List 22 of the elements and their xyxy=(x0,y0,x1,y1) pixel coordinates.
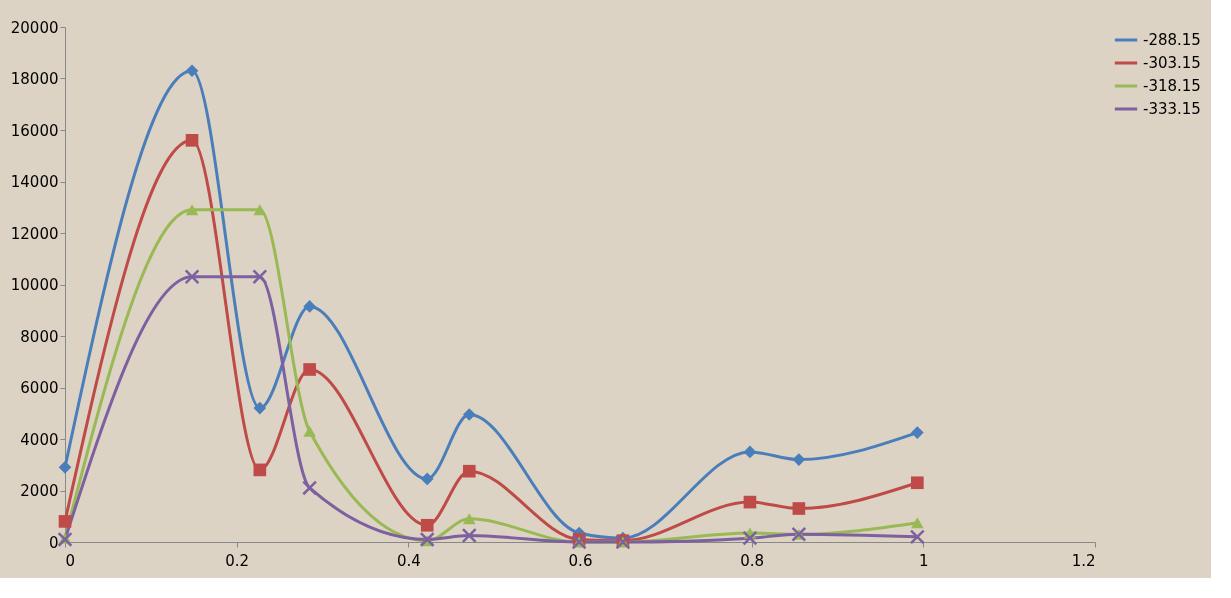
y-tick-label: 8000 xyxy=(20,327,59,346)
legend-label: -288.15 xyxy=(1143,31,1201,49)
y-tick-label: 0 xyxy=(48,533,59,552)
x-tick-label: 0.8 xyxy=(740,551,765,570)
y-tick-label: 6000 xyxy=(20,379,59,397)
y-tick-label: 4000 xyxy=(20,430,59,449)
x-tick-label: 0.4 xyxy=(396,551,421,570)
y-tick-label: 2000 xyxy=(20,482,59,500)
x-tick-label: 1.2 xyxy=(1071,551,1096,570)
y-tick-label: 20000 xyxy=(10,18,59,37)
x-tick-label: 1 xyxy=(919,551,929,570)
x-tick-label: 0.6 xyxy=(568,551,593,570)
x-tick-label: 0 xyxy=(65,551,76,570)
x-tick-label: 0.2 xyxy=(225,551,250,570)
y-tick-label: 10000 xyxy=(10,276,59,294)
y-tick-label: 16000 xyxy=(10,121,59,140)
legend-label: -303.15 xyxy=(1143,54,1201,72)
legend-label: -318.15 xyxy=(1143,77,1201,95)
y-tick-label: 14000 xyxy=(10,173,59,191)
legend-label: -333.15 xyxy=(1143,100,1201,118)
y-tick-label: 12000 xyxy=(10,224,59,243)
y-tick-label: 18000 xyxy=(10,70,59,88)
